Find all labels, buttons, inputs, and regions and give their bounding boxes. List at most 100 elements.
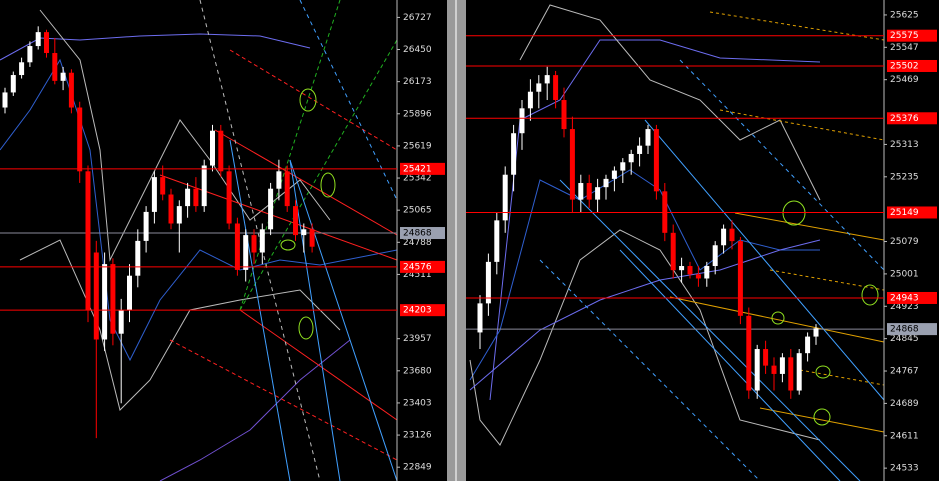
candle-body: [763, 349, 769, 366]
candle-body: [754, 349, 760, 391]
candle-body: [243, 235, 249, 270]
candle-body: [813, 328, 819, 337]
panel: 25625 25547 25469 25313 25235 25079 25001 24923…: [466, 0, 937, 481]
candle-body: [737, 241, 743, 316]
y-tick-label: 25001: [890, 269, 919, 279]
marker-ellipse: [771, 311, 785, 325]
marker-ellipse: [320, 172, 336, 198]
candle-body: [268, 188, 274, 230]
candle-body: [670, 232, 676, 271]
candle-body: [721, 228, 727, 246]
candle-body: [234, 223, 240, 270]
candle-body: [2, 92, 8, 108]
candle-body: [485, 261, 491, 304]
level-label-box: [400, 260, 445, 273]
candle-body: [637, 145, 643, 154]
y-tick-label: 24923: [890, 302, 919, 312]
candle-body: [628, 153, 634, 163]
candle-body: [511, 133, 517, 175]
candle-body: [805, 336, 811, 354]
candle-body: [553, 75, 559, 101]
y-tick-label: 24511: [403, 270, 432, 280]
candle-body: [27, 46, 33, 63]
trend-line: [759, 407, 885, 433]
last-price-label: 24868: [890, 325, 919, 335]
fan-line: [559, 179, 861, 481]
trend-line: [214, 129, 398, 236]
candle-body: [595, 187, 601, 200]
y-tick-label: 25342: [403, 174, 432, 184]
candle-body: [527, 91, 533, 109]
candle-body: [746, 315, 752, 391]
candle-body: [603, 178, 609, 188]
level-label: 25502: [890, 61, 919, 71]
marker-ellipse: [861, 284, 879, 306]
panel: 26727 26450 26173 25896 25619 25342 25065 24788…: [0, 0, 445, 481]
candle-body: [502, 174, 508, 221]
candle-body: [695, 274, 701, 279]
candle-body: [284, 171, 290, 207]
candle-body: [771, 365, 777, 374]
candle-body: [309, 229, 315, 247]
last-price-box: [887, 323, 937, 336]
marker-ellipse: [299, 88, 317, 112]
fan-line: [619, 249, 841, 481]
candle-body: [259, 229, 265, 253]
candle-body: [102, 264, 108, 340]
y-tick-label: 25625: [890, 10, 919, 20]
y-tick-label: 22849: [403, 463, 432, 473]
trend-line: [799, 369, 885, 386]
y-tick-label: 24767: [890, 367, 919, 377]
candle-body: [143, 211, 149, 241]
band-lower: [469, 229, 821, 446]
candle-body: [276, 171, 282, 189]
fan-line: [289, 159, 341, 481]
y-tick-label: 25896: [403, 109, 432, 119]
candle-body: [788, 357, 794, 391]
y-tick-label: 24533: [890, 464, 919, 474]
trend-line: [719, 109, 885, 141]
candle-body: [645, 129, 651, 146]
candle-body: [796, 353, 802, 391]
candle-body: [168, 194, 174, 224]
candle-body: [52, 53, 58, 81]
candle-body: [536, 83, 542, 92]
y-tick-label: 25469: [890, 75, 919, 85]
moving-average: [469, 169, 820, 381]
last-price-box: [400, 227, 445, 240]
y-tick-label: 26450: [403, 45, 432, 55]
fan-line: [644, 119, 885, 401]
y-tick-label: 25235: [890, 172, 919, 182]
level-label-box: [887, 59, 937, 72]
trend-line: [169, 339, 398, 461]
trend-line: [669, 296, 885, 343]
candle-body: [10, 75, 16, 93]
candle-body: [519, 108, 525, 134]
candle-body: [226, 171, 232, 224]
candle-body: [679, 266, 685, 271]
level-label-box: [887, 291, 937, 304]
level-label: 24943: [890, 293, 919, 303]
y-tick-label: 23403: [403, 398, 432, 408]
candle-body: [77, 107, 83, 172]
level-label-box: [887, 206, 937, 219]
y-tick-label: 24689: [890, 399, 919, 409]
candle-body: [611, 170, 617, 179]
candle-body: [151, 177, 157, 212]
candle-body: [687, 266, 693, 275]
fan-line: [679, 59, 885, 271]
candle-body: [729, 228, 735, 242]
level-label-box: [887, 112, 937, 125]
candle-body: [44, 32, 49, 54]
candle-body: [251, 235, 257, 253]
candle-body: [193, 188, 199, 207]
candle-body: [68, 72, 74, 108]
marker-ellipse: [815, 365, 831, 379]
candle-body: [118, 310, 124, 334]
y-tick-label: 25079: [890, 237, 919, 247]
marker-ellipse: [280, 239, 296, 251]
marker-ellipse: [782, 200, 806, 226]
level-label: 25149: [890, 208, 919, 218]
